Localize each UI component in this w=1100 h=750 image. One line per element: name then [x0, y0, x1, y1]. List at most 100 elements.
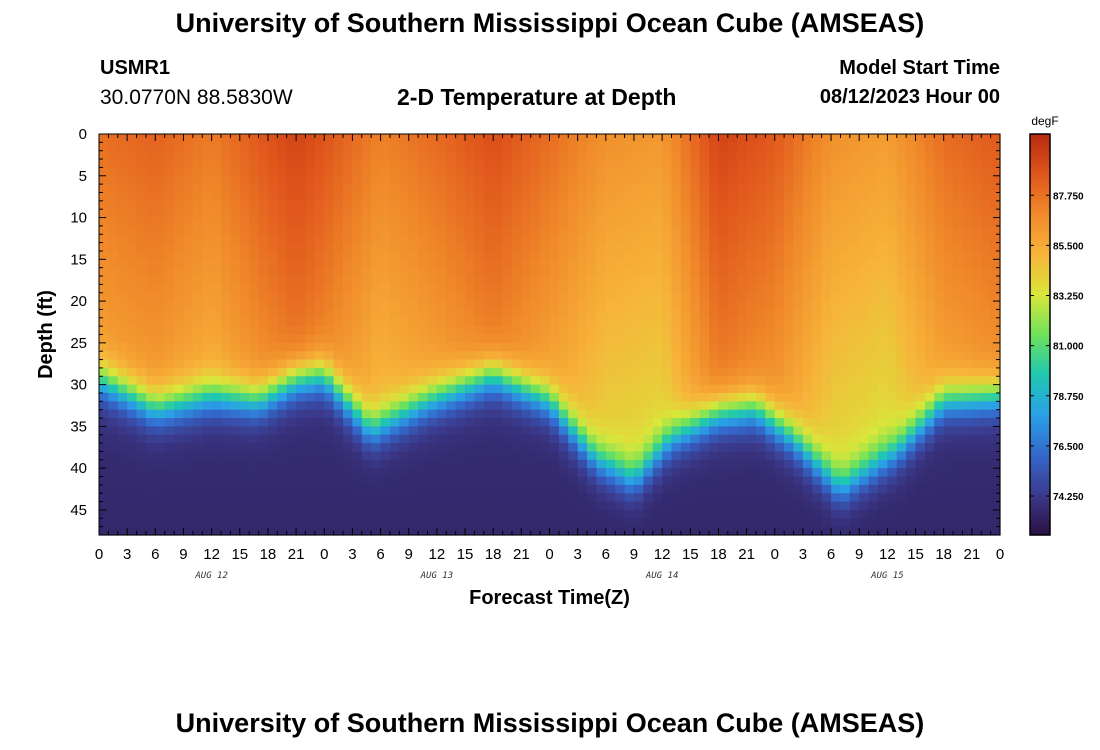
- heatmap-cell: [530, 326, 541, 336]
- heatmap-cell: [455, 292, 466, 302]
- heatmap-cell: [408, 159, 419, 169]
- heatmap-cell: [192, 426, 203, 436]
- heatmap-cell: [840, 184, 851, 194]
- heatmap-cell: [164, 284, 175, 294]
- heatmap-cell: [230, 409, 241, 419]
- heatmap-cell: [831, 134, 842, 143]
- heatmap-cell: [831, 459, 842, 469]
- heatmap-cell: [511, 167, 522, 177]
- heatmap-cell: [465, 267, 476, 277]
- heatmap-cell: [408, 267, 419, 277]
- heatmap-cell: [699, 493, 710, 503]
- heatmap-cell: [164, 342, 175, 352]
- heatmap-cell: [896, 459, 907, 469]
- heatmap-cell: [558, 434, 569, 444]
- heatmap-cell: [286, 518, 297, 528]
- heatmap-cell: [436, 476, 447, 486]
- heatmap-cell: [145, 167, 156, 177]
- heatmap-cell: [981, 518, 992, 528]
- heatmap-cell: [887, 351, 898, 361]
- heatmap-cell: [924, 493, 935, 503]
- heatmap-cell: [746, 209, 757, 219]
- heatmap-cell: [690, 367, 701, 377]
- heatmap-cell: [446, 434, 457, 444]
- heatmap-cell: [727, 401, 738, 411]
- heatmap-cell: [183, 150, 194, 160]
- heatmap-cell: [446, 367, 457, 377]
- heatmap-cell: [399, 451, 410, 461]
- heatmap-cell: [465, 217, 476, 227]
- heatmap-cell: [962, 167, 973, 177]
- heatmap-cell: [868, 209, 879, 219]
- heatmap-cell: [943, 259, 954, 269]
- heatmap-cell: [924, 167, 935, 177]
- heatmap-cell: [943, 250, 954, 260]
- heatmap-cell: [568, 301, 579, 311]
- heatmap-cell: [286, 267, 297, 277]
- heatmap-cell: [418, 159, 429, 169]
- heatmap-cell: [277, 509, 288, 519]
- heatmap-cell: [127, 451, 138, 461]
- heatmap-cell: [943, 459, 954, 469]
- heatmap-cell: [840, 317, 851, 327]
- heatmap-cell: [249, 426, 260, 436]
- heatmap-cell: [671, 159, 682, 169]
- heatmap-cell: [136, 242, 147, 252]
- heatmap-cell: [136, 159, 147, 169]
- heatmap-cell: [530, 484, 541, 494]
- heatmap-cell: [868, 142, 879, 152]
- heatmap-cell: [418, 167, 429, 177]
- heatmap-cell: [296, 284, 307, 294]
- heatmap-cell: [699, 518, 710, 528]
- heatmap-cell: [408, 334, 419, 344]
- heatmap-cell: [943, 351, 954, 361]
- heatmap-cell: [587, 267, 598, 277]
- heatmap-cell: [230, 301, 241, 311]
- heatmap-cell: [324, 150, 335, 160]
- heatmap-cell: [896, 242, 907, 252]
- heatmap-cell: [577, 392, 588, 402]
- heatmap-cell: [577, 468, 588, 478]
- heatmap-cell: [249, 225, 260, 235]
- heatmap-cell: [127, 392, 138, 402]
- heatmap-cell: [643, 234, 654, 244]
- heatmap-cell: [399, 342, 410, 352]
- heatmap-cell: [568, 526, 579, 536]
- heatmap-cell: [127, 326, 138, 336]
- heatmap-cell: [746, 250, 757, 260]
- heatmap-cell: [737, 367, 748, 377]
- heatmap-cell: [774, 192, 785, 202]
- heatmap-cell: [155, 284, 166, 294]
- heatmap-cell: [99, 142, 109, 152]
- heatmap-cell: [793, 259, 804, 269]
- heatmap-cell: [699, 167, 710, 177]
- heatmap-cell: [981, 200, 992, 210]
- heatmap-cell: [624, 351, 635, 361]
- heatmap-cell: [136, 443, 147, 453]
- heatmap-cell: [680, 484, 691, 494]
- heatmap-cell: [211, 326, 222, 336]
- heatmap-cell: [962, 409, 973, 419]
- heatmap-cell: [99, 484, 109, 494]
- heatmap-cell: [408, 209, 419, 219]
- heatmap-cell: [521, 418, 532, 427]
- heatmap-cell: [136, 317, 147, 327]
- heatmap-cell: [286, 134, 297, 143]
- heatmap-cell: [765, 134, 776, 143]
- heatmap-cell: [267, 376, 278, 386]
- heatmap-cell: [896, 301, 907, 311]
- heatmap-cell: [990, 509, 1001, 519]
- heatmap-cell: [971, 192, 982, 202]
- heatmap-cell: [183, 359, 194, 369]
- heatmap-cell: [483, 326, 494, 336]
- heatmap-cell: [511, 443, 522, 453]
- heatmap-cell: [380, 468, 391, 478]
- heatmap-cell: [436, 259, 447, 269]
- heatmap-cell: [155, 242, 166, 252]
- heatmap-cell: [718, 242, 729, 252]
- heatmap-cell: [483, 142, 494, 152]
- heatmap-cell: [568, 384, 579, 394]
- heatmap-cell: [718, 192, 729, 202]
- heatmap-cell: [380, 267, 391, 277]
- heatmap-cell: [324, 259, 335, 269]
